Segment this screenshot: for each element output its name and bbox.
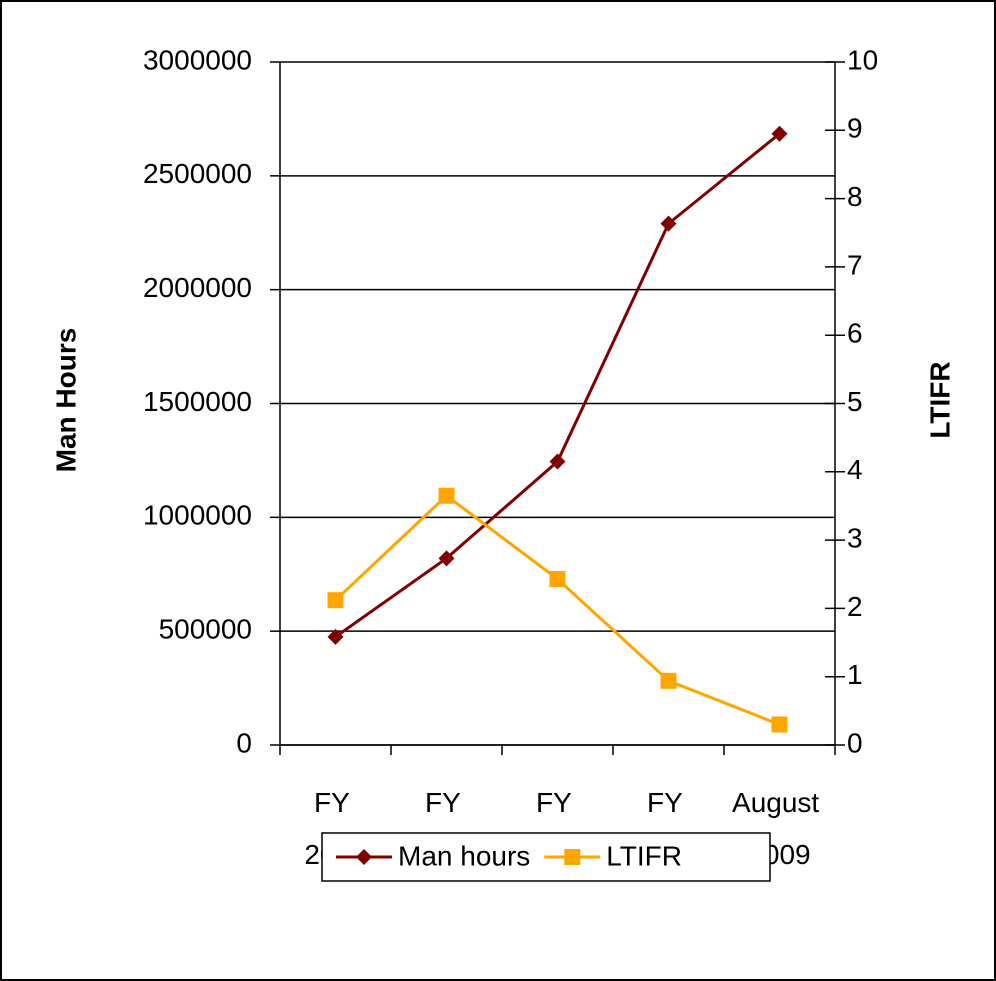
y2-tick-label: 7 [847,249,863,280]
y-tick-label: 500000 [159,614,252,645]
y2-axis-title: LTIFR [924,361,955,438]
data-point [660,215,677,232]
y2-tick-label: 8 [847,181,863,212]
y-tick-label: 0 [236,727,252,758]
legend-marker [356,849,372,865]
y-tick-label: 2000000 [143,272,252,303]
y2-tick-label: 2 [847,591,863,622]
y-tick-label: 1500000 [143,386,252,417]
data-point [771,716,788,733]
data-point [549,571,566,588]
y-tick-label: 2500000 [143,158,252,189]
y2-tick-label: 6 [847,318,863,349]
legend-label: Man hours [398,840,530,871]
y2-tick-label: 9 [847,113,863,144]
data-point [660,672,677,689]
data-point [438,487,455,504]
data-point [549,453,566,470]
y-axis-title: Man Hours [50,328,81,473]
legend-label: LTIFR [606,840,682,871]
y2-tick-label: 10 [847,44,878,75]
data-point [438,550,455,567]
y2-tick-label: 1 [847,659,863,690]
y2-tick-label: 5 [847,386,863,417]
y2-tick-label: 0 [847,727,863,758]
data-point [771,125,788,142]
legend-marker [564,849,581,865]
y-tick-label: 1000000 [143,500,252,531]
y2-tick-label: 3 [847,522,863,553]
data-point [327,592,344,609]
y-tick-label: 3000000 [143,44,252,75]
data-point [327,628,344,645]
y2-tick-label: 4 [847,454,863,485]
